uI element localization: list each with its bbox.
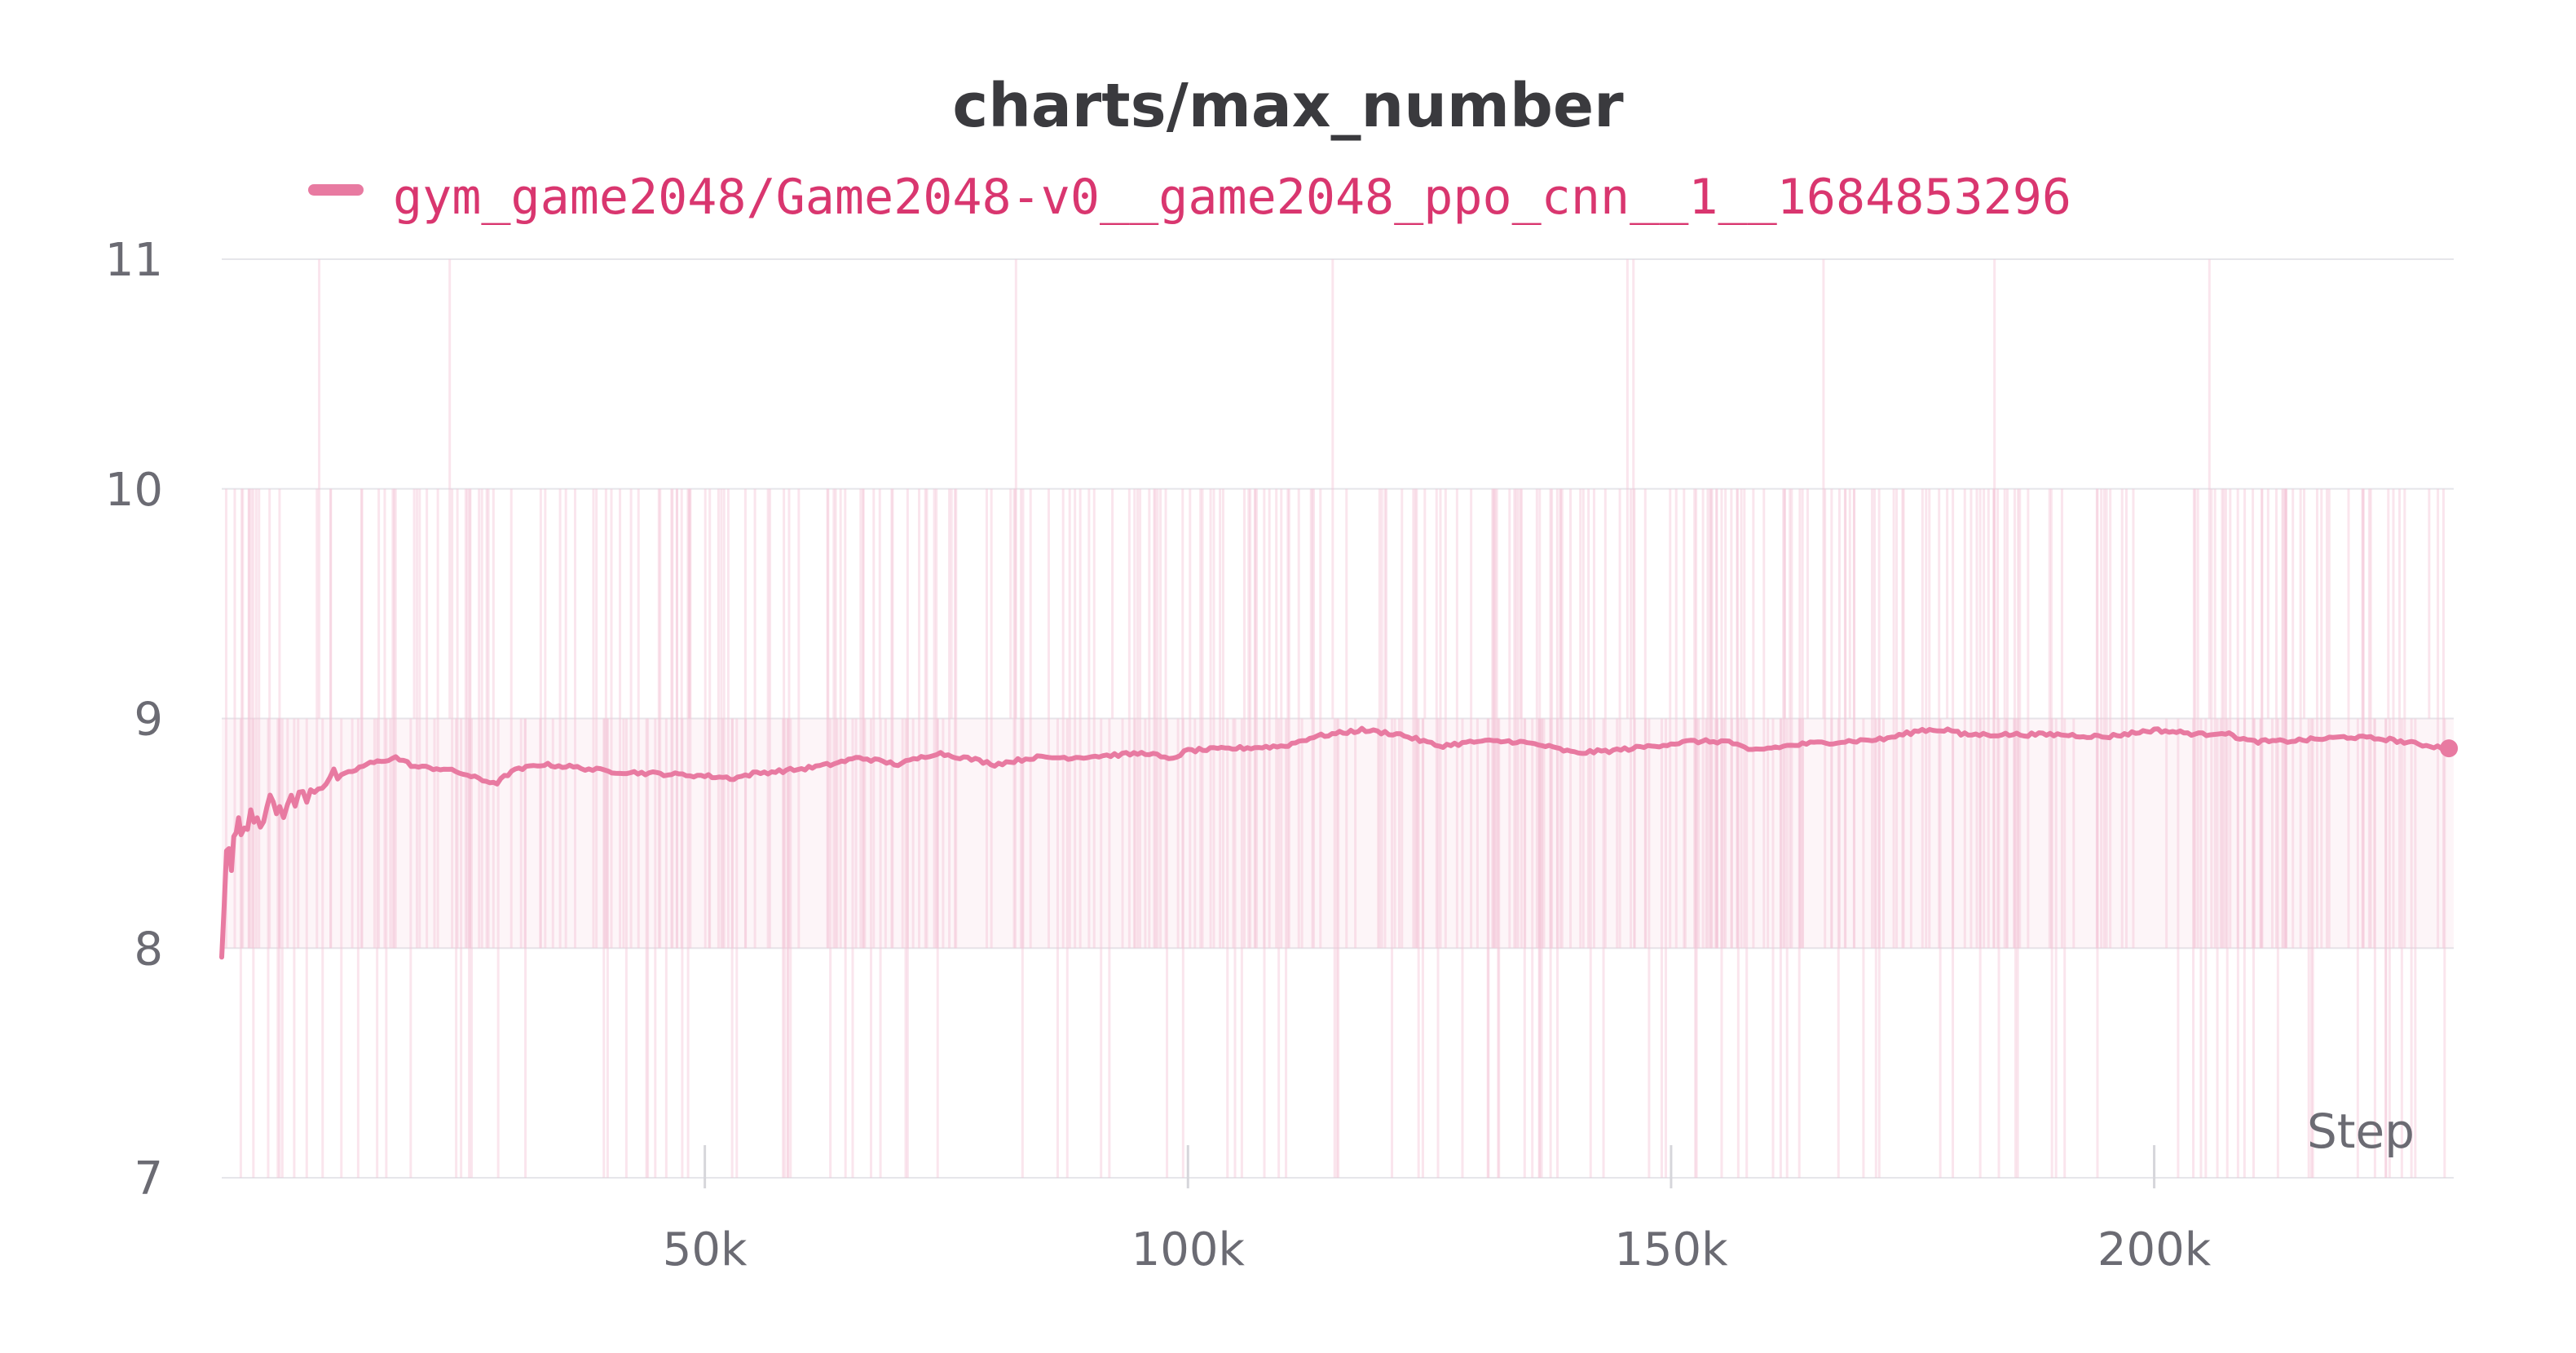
x-tick-label: 200k: [2097, 1223, 2212, 1276]
raw-data-band: [222, 259, 2454, 1178]
x-tick-label: 50k: [663, 1223, 748, 1276]
series-layer[interactable]: [219, 725, 2459, 960]
y-tick-label: 8: [134, 923, 163, 976]
legend-swatch: [308, 184, 364, 196]
legend[interactable]: gym_game2048/Game2048-v0__game2048_ppo_c…: [308, 169, 2071, 226]
gridlines: [222, 258, 2454, 1179]
x-tick-label: 100k: [1131, 1223, 1246, 1276]
raw-density-band: [222, 718, 2454, 949]
y-tick-label: 10: [105, 464, 163, 517]
chart-title: charts/max_number: [952, 71, 1624, 141]
legend-series-label: gym_game2048/Game2048-v0__game2048_ppo_c…: [393, 169, 2071, 226]
y-tick-label: 11: [105, 234, 163, 287]
y-tick-label: 9: [134, 694, 163, 747]
series-end-point[interactable]: [2440, 739, 2459, 758]
series-line[interactable]: [219, 725, 2452, 960]
x-tick-marks: [704, 1145, 2156, 1188]
x-axis-label: Step: [2307, 1104, 2415, 1159]
y-axis: 7 8 9 10 11: [105, 234, 163, 1205]
x-axis: 50k 100k 150k 200k: [663, 1223, 2212, 1276]
x-tick-label: 150k: [1614, 1223, 1728, 1276]
y-tick-label: 7: [134, 1152, 163, 1205]
